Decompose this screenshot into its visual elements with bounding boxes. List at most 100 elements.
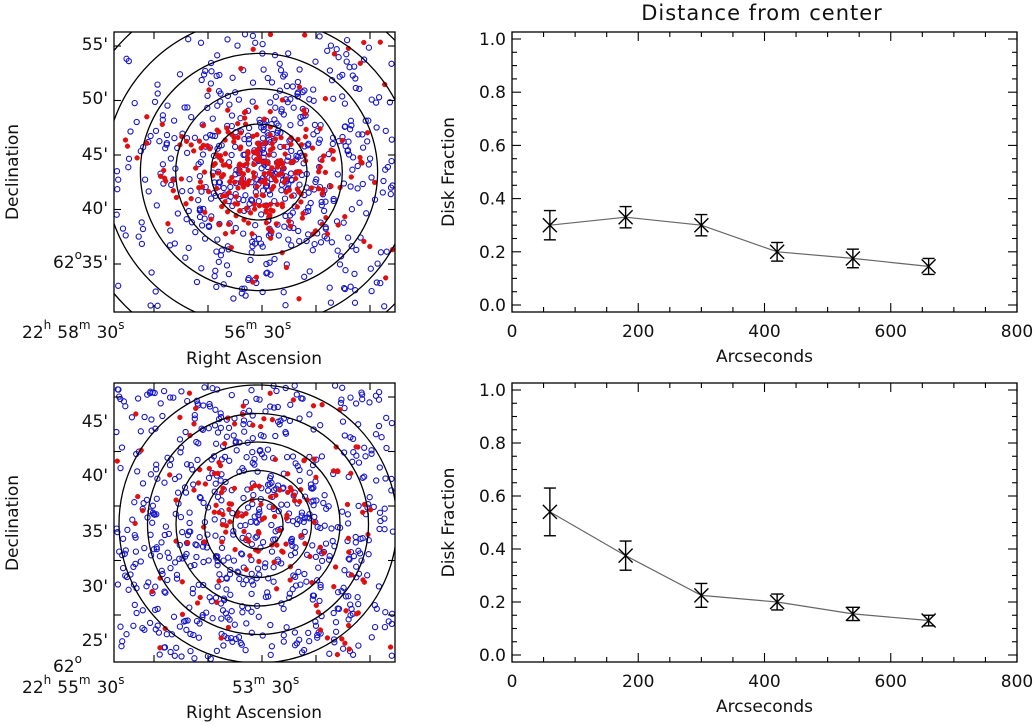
disk-star-marker [250, 133, 256, 139]
diskless-star-marker [212, 553, 220, 560]
diskless-star-marker [297, 581, 304, 588]
diskless-star-marker [351, 270, 358, 278]
diskless-star-marker [153, 544, 160, 551]
diskless-star-marker [268, 79, 276, 86]
diskless-star-marker [255, 198, 262, 205]
disk-star-marker [177, 414, 183, 421]
disk-star-marker [179, 611, 186, 618]
diskless-star-marker [266, 191, 274, 198]
disk-star-marker [114, 458, 120, 464]
diskless-star-marker [255, 235, 263, 243]
diskless-star-marker [204, 92, 211, 99]
disk-star-marker [295, 136, 301, 143]
diskless-star-marker [223, 262, 231, 269]
diskless-star-marker [265, 575, 272, 582]
diskless-star-marker [307, 199, 314, 207]
disk-star-marker [144, 140, 150, 146]
x-tick-label: 800 [1001, 322, 1033, 342]
diskless-star-marker [256, 396, 263, 403]
disk-star-marker [197, 179, 204, 185]
distance-ring [210, 123, 308, 221]
diskless-star-marker [182, 254, 189, 261]
diskless-star-marker [130, 622, 137, 629]
disk-star-marker [212, 161, 218, 167]
disk-star-marker [267, 132, 273, 138]
disk-star-marker [293, 176, 299, 182]
disk-star-marker [183, 138, 190, 144]
diskless-star-marker [211, 273, 218, 280]
diskless-star-marker [193, 278, 201, 286]
disk-star-marker [226, 221, 232, 227]
diskless-star-marker [310, 592, 318, 599]
diskless-star-marker [187, 187, 194, 194]
diskless-star-marker [355, 502, 362, 510]
diskless-star-marker [214, 493, 222, 501]
disk-star-marker [291, 498, 298, 504]
diskless-star-marker [171, 559, 179, 566]
data-point [542, 504, 558, 520]
disk-star-marker [282, 151, 288, 157]
diskless-star-marker [388, 136, 395, 143]
disk-star-marker [324, 635, 331, 641]
diskless-star-marker [349, 72, 356, 79]
dec-tick-label: 35' [82, 522, 108, 542]
diskless-star-marker [122, 547, 129, 554]
diskless-star-marker [251, 461, 258, 468]
disk-star-marker [328, 183, 334, 189]
diskless-star-marker [148, 269, 155, 276]
disk-star-marker [321, 550, 327, 556]
diskless-star-marker [339, 645, 347, 652]
disk-star-marker [377, 39, 383, 45]
diskless-star-marker [162, 589, 169, 596]
diskless-star-marker [163, 631, 170, 638]
diskless-star-marker [299, 88, 306, 96]
plot-frame [511, 31, 1018, 313]
plot-frame [511, 382, 1018, 663]
diskless-star-marker [255, 506, 263, 513]
diskless-star-marker [185, 528, 193, 535]
diskless-star-marker [223, 433, 231, 440]
diskless-star-marker [383, 248, 390, 255]
disk-star-marker [247, 210, 254, 216]
diskless-star-marker [275, 508, 282, 515]
dec-tick-label: 35' [82, 253, 108, 273]
disk-star-marker [271, 513, 278, 520]
disk-star-marker [320, 153, 327, 159]
diskless-star-marker [200, 71, 208, 78]
diskless-star-marker [196, 493, 204, 501]
diskless-star-marker [191, 134, 199, 141]
diskless-star-marker [213, 248, 220, 255]
diskless-star-marker [345, 616, 352, 623]
disk-star-marker [268, 235, 274, 241]
diskless-star-marker [283, 501, 291, 508]
x-tick-label: 200 [622, 322, 654, 342]
diskless-star-marker [264, 487, 272, 494]
diskless-star-marker [277, 417, 284, 424]
diskless-star-marker [183, 461, 191, 468]
disk-star-marker [280, 160, 286, 167]
diskless-star-marker [226, 457, 233, 464]
diskless-star-marker [240, 580, 247, 588]
diskless-star-marker [344, 234, 352, 241]
disk-star-marker [219, 203, 225, 210]
diskless-star-marker [152, 626, 159, 633]
data-point [921, 613, 937, 629]
diskless-star-marker [373, 279, 380, 286]
disk-star-marker [140, 507, 146, 514]
disk-star-marker [215, 470, 221, 477]
diskless-star-marker [239, 465, 246, 472]
diskless-star-marker [373, 124, 380, 131]
diskless-star-marker [127, 128, 134, 135]
diskless-star-marker [259, 243, 266, 250]
disk-star-marker [216, 222, 222, 228]
diskless-star-marker [159, 112, 167, 119]
diskless-star-marker [330, 197, 337, 205]
diskless-star-marker [259, 539, 267, 546]
diskless-star-marker [383, 414, 390, 422]
dec-degree-label: 62o [53, 248, 82, 273]
diskless-star-marker [362, 453, 369, 460]
disk-star-marker [322, 96, 329, 102]
disk-star-marker [211, 509, 217, 515]
disk-star-marker [360, 577, 366, 583]
diskless-star-marker [114, 168, 121, 175]
